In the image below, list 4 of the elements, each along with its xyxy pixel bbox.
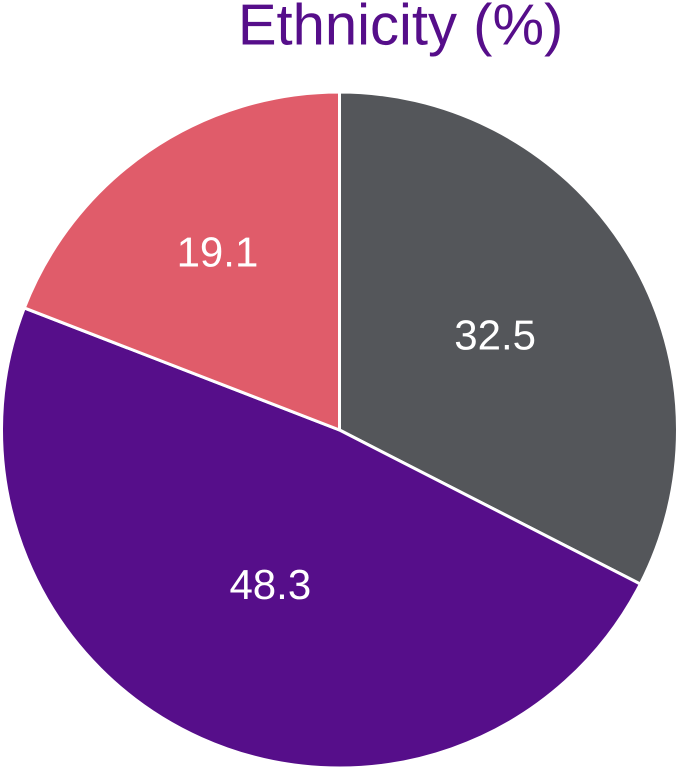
- data-label: 19.1: [176, 228, 258, 276]
- data-label: 48.3: [229, 560, 312, 608]
- chart-title: Ethnicity (%): [238, 0, 564, 58]
- data-label: 32.5: [454, 311, 536, 358]
